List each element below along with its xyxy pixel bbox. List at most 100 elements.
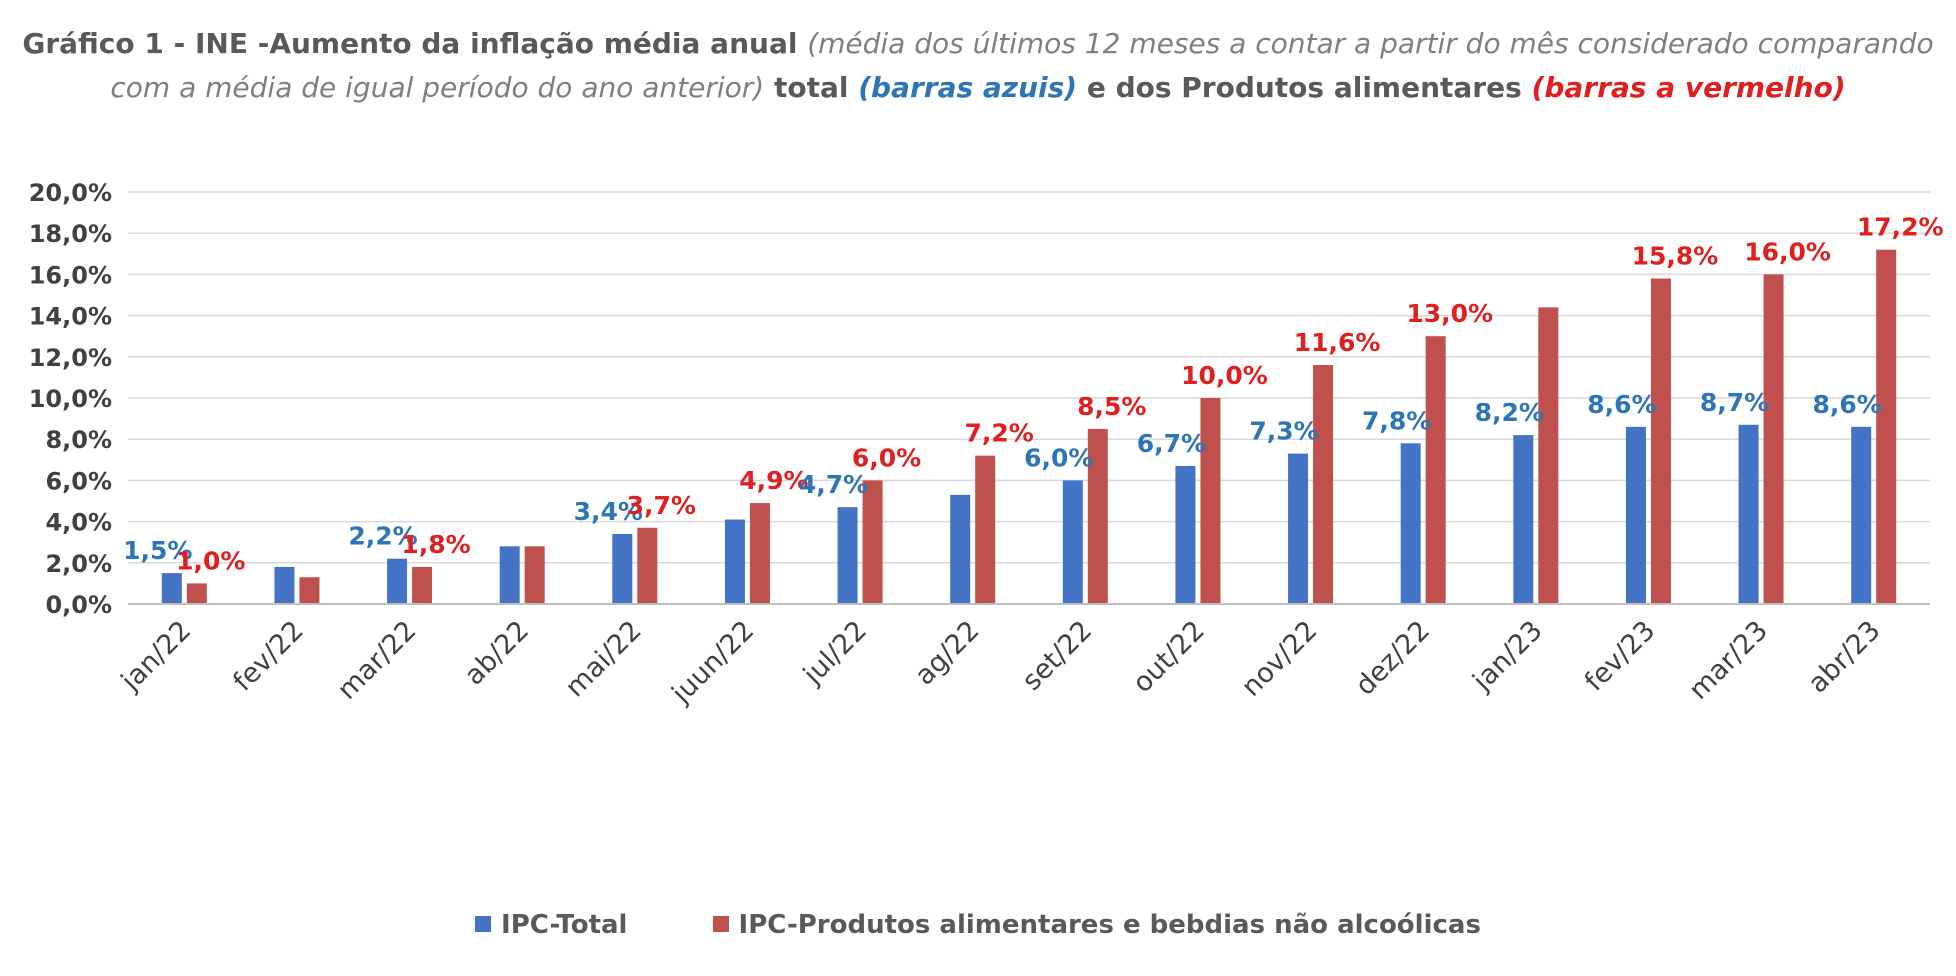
bar-ipc-food	[1313, 365, 1334, 604]
bar-ipc-food	[1087, 428, 1108, 604]
data-label-ipc-total: 2,2%	[348, 522, 417, 551]
title-main: Gráfico 1 - INE -Aumento da inflação méd…	[22, 27, 808, 60]
bar-ipc-total	[724, 519, 745, 604]
bar-ipc-total	[1513, 435, 1534, 604]
legend-label-food: IPC-Produtos alimentares e bebdias não a…	[738, 910, 1481, 940]
bar-ipc-food	[1538, 307, 1559, 604]
y-tick-label: 20,0%	[29, 179, 112, 207]
data-label-ipc-food: 6,0%	[852, 443, 921, 472]
x-tick-label: set/22	[1016, 615, 1098, 697]
legend-swatch-food	[712, 915, 729, 932]
legend-item-food: IPC-Produtos alimentares e bebdias não a…	[712, 910, 1481, 940]
data-label-ipc-total: 8,2%	[1475, 398, 1544, 427]
bar-ipc-food	[412, 566, 433, 604]
data-label-ipc-food: 4,9%	[739, 466, 808, 495]
y-tick-label: 0,0%	[45, 591, 112, 619]
x-tick-label: dez/22	[1350, 615, 1437, 702]
legend-label-total: IPC-Total	[501, 910, 628, 940]
title-total: total	[764, 71, 859, 104]
x-tick-label: jan/23	[1466, 615, 1548, 697]
y-tick-label: 6,0%	[45, 467, 112, 495]
bar-ipc-food	[637, 527, 658, 604]
x-tick-label: mar/23	[1683, 615, 1774, 706]
x-tick-label: ab/22	[459, 615, 535, 691]
data-label-ipc-food: 8,5%	[1077, 392, 1146, 421]
bar-ipc-food	[1425, 336, 1446, 604]
bar-ipc-food	[975, 455, 996, 604]
legend-item-total: IPC-Total	[475, 910, 627, 940]
data-label-ipc-total: 8,7%	[1700, 388, 1769, 417]
data-label-ipc-food: 3,7%	[627, 491, 696, 520]
bar-ipc-total	[1851, 426, 1872, 604]
bar-ipc-food	[1876, 249, 1897, 604]
bar-ipc-total	[950, 494, 971, 604]
data-label-ipc-food: 16,0%	[1744, 237, 1831, 266]
bar-ipc-food	[524, 546, 545, 604]
bar-ipc-total	[1738, 424, 1759, 604]
x-tick-label: out/22	[1127, 615, 1211, 699]
bar-ipc-food	[1200, 398, 1221, 604]
data-label-ipc-food: 11,6%	[1294, 328, 1381, 357]
data-label-ipc-food: 1,8%	[401, 530, 470, 559]
bar-ipc-food	[186, 583, 207, 604]
bar-ipc-total	[1625, 426, 1646, 604]
data-label-ipc-total: 1,5%	[123, 536, 192, 565]
bar-ipc-food	[299, 577, 320, 604]
x-tick-label: mai/22	[560, 615, 648, 703]
data-label-ipc-total: 7,8%	[1362, 406, 1431, 435]
x-tick-label: fev/22	[227, 615, 309, 697]
bar-ipc-food	[1763, 274, 1784, 604]
data-label-ipc-total: 8,6%	[1587, 390, 1656, 419]
title-blue-bars: (barras azuis)	[858, 71, 1078, 104]
bar-ipc-total	[161, 573, 182, 604]
x-tick-label: fev/23	[1579, 615, 1661, 697]
title-food-products: e dos Produtos alimentares	[1077, 71, 1532, 104]
y-tick-label: 18,0%	[29, 220, 112, 248]
y-tick-label: 4,0%	[45, 509, 112, 537]
y-tick-label: 14,0%	[29, 303, 112, 331]
data-label-ipc-food: 15,8%	[1632, 242, 1719, 271]
bar-ipc-total	[387, 558, 408, 604]
data-label-ipc-food: 13,0%	[1406, 299, 1493, 328]
y-tick-label: 8,0%	[45, 426, 112, 454]
bar-ipc-total	[1400, 443, 1421, 604]
data-label-ipc-total: 6,7%	[1137, 429, 1206, 458]
y-tick-label: 16,0%	[29, 261, 112, 289]
bar-ipc-total	[499, 546, 520, 604]
bar-ipc-food	[1650, 278, 1671, 604]
data-label-ipc-total: 3,4%	[574, 497, 643, 526]
bar-ipc-total	[1175, 465, 1196, 604]
title-italic-note: (média dos últimos 12 meses a contar a p…	[110, 27, 1934, 104]
y-tick-label: 12,0%	[29, 344, 112, 372]
legend-swatch-total	[475, 915, 492, 932]
data-label-ipc-total: 7,3%	[1249, 417, 1318, 446]
chart-title: Gráfico 1 - INE -Aumento da inflação méd…	[0, 22, 1956, 110]
x-tick-label: nov/22	[1236, 615, 1324, 703]
x-tick-label: jan/22	[115, 615, 197, 697]
bar-ipc-total	[274, 566, 295, 604]
x-tick-label: juun/22	[665, 615, 760, 710]
bar-ipc-total	[612, 533, 633, 604]
data-label-ipc-food: 10,0%	[1181, 361, 1268, 390]
data-label-ipc-total: 8,6%	[1813, 390, 1882, 419]
data-label-ipc-total: 6,0%	[1024, 443, 1093, 472]
bar-ipc-total	[1288, 453, 1309, 604]
bar-ipc-food	[749, 503, 770, 604]
x-tick-label: mar/22	[332, 615, 423, 706]
x-tick-label: jul/22	[797, 615, 873, 691]
bar-ipc-total	[1062, 480, 1083, 604]
data-label-ipc-food: 7,2%	[965, 419, 1034, 448]
legend: IPC-Total IPC-Produtos alimentares e beb…	[0, 910, 1956, 940]
data-label-ipc-total: 4,7%	[799, 470, 868, 499]
x-tick-label: abr/23	[1802, 615, 1886, 699]
bar-ipc-food	[862, 480, 883, 604]
y-tick-label: 10,0%	[29, 385, 112, 413]
bar-ipc-total	[837, 507, 858, 604]
x-tick-label: ag/22	[909, 615, 985, 691]
y-tick-label: 2,0%	[45, 550, 112, 578]
data-label-ipc-food: 1,0%	[176, 546, 245, 575]
title-red-bars: (barras a vermelho)	[1531, 71, 1846, 104]
data-label-ipc-food: 17,2%	[1857, 213, 1944, 242]
